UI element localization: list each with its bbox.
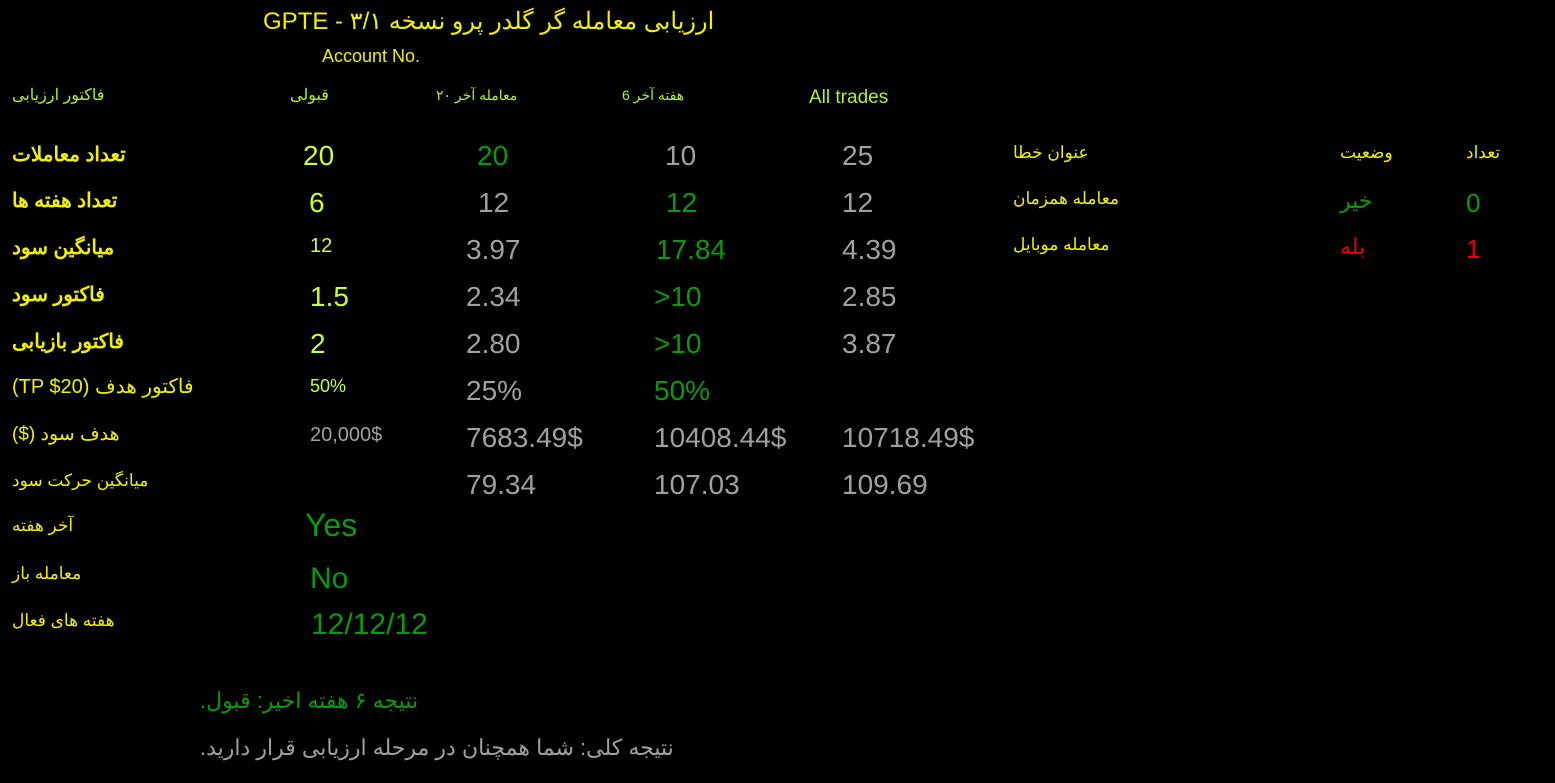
cell-value: 109.69 [842, 469, 928, 500]
row-label: معامله باز [12, 564, 82, 583]
cell-value: 107.03 [654, 469, 740, 500]
error-status: بله [1340, 234, 1366, 259]
cell-value: 10408.44$ [654, 422, 787, 453]
cell-value: 17.84 [656, 234, 727, 265]
error-header-status: وضعیت [1340, 143, 1393, 162]
cell-value: 12 [842, 187, 874, 218]
cell-value: 20 [477, 140, 509, 171]
column-header-all-trades: All trades [809, 87, 889, 108]
active-weeks-value: 12/12/12 [311, 608, 428, 641]
cell-value: 1.5 [310, 281, 349, 312]
cell-value: >10 [654, 281, 702, 312]
cell-value: 2.85 [842, 281, 897, 312]
cell-value: 10718.49$ [842, 422, 975, 453]
row-label: تعداد معاملات [12, 144, 126, 166]
cell-value: 2 [310, 328, 326, 359]
cell-value: 50% [310, 376, 347, 396]
cell-value: 79.34 [466, 469, 537, 500]
column-header-pass: قبولی [290, 87, 329, 104]
open-trade-value: No [310, 562, 349, 595]
cell-value: 20 [303, 140, 335, 171]
cell-value: 6 [309, 187, 325, 218]
cell-value: 4.39 [842, 234, 897, 265]
cell-value: >10 [654, 328, 702, 359]
cell-value: 12 [478, 187, 510, 218]
cell-value: 25 [842, 140, 874, 171]
error-count: 1 [1466, 234, 1481, 264]
cell-value: 12 [310, 235, 333, 257]
error-title: معامله موبایل [1013, 235, 1110, 254]
column-header-last-6-weeks: هفته آخر 6 [622, 87, 685, 103]
cell-value: 3.97 [466, 234, 521, 265]
page-title: ارزیابی معامله گر گلدر پرو نسخه ۳/۱ - GP… [263, 8, 715, 35]
row-label: آخر هفته [12, 516, 74, 535]
error-header-title: عنوان خطا [1013, 143, 1089, 162]
row-label: هدف سود ($) [12, 424, 120, 445]
account-number-label: Account No. [322, 46, 421, 66]
cell-value: 2.80 [466, 328, 521, 359]
six-week-result: نتیجه ۶ هفته اخیر: قبول. [200, 688, 419, 713]
weekend-value: Yes [305, 507, 358, 543]
error-count: 0 [1466, 188, 1481, 218]
cell-value: 50% [654, 375, 711, 406]
row-label: تعداد هفته ها [12, 190, 118, 212]
cell-value: 7683.49$ [466, 422, 583, 453]
overall-result: نتیجه کلی: شما همچنان در مرحله ارزیابی ق… [200, 735, 674, 760]
cell-value: 3.87 [842, 328, 897, 359]
row-label: میانگین سود [12, 237, 115, 259]
cell-value: 10 [665, 140, 697, 171]
column-header-factor: فاکتور ارزیابی [12, 87, 105, 104]
error-title: معامله همزمان [1013, 189, 1120, 208]
row-label: فاکتور هدف (TP $20) [12, 376, 194, 398]
cell-value: 2.34 [466, 281, 521, 312]
error-header-count: تعداد [1466, 143, 1501, 162]
cell-value: 25% [466, 375, 523, 406]
cell-value: 20,000$ [310, 424, 383, 446]
row-label: هفته های فعال [12, 611, 115, 630]
cell-value: 12 [666, 187, 698, 218]
error-status: خیر [1340, 188, 1373, 213]
row-label: فاکتور سود [12, 284, 105, 306]
row-label: فاکتور بازیابی [12, 331, 124, 353]
row-label: میانگین حرکت سود [12, 471, 149, 490]
column-header-last-20-trades: معامله آخر ۲۰ [436, 87, 518, 103]
